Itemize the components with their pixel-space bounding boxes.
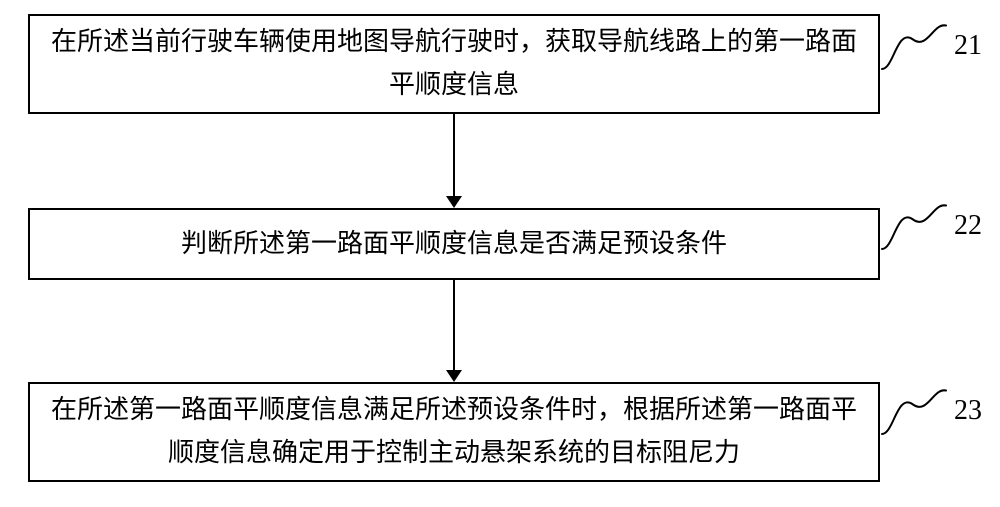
flow-step-text: 在所述当前行驶车辆使用地图导航行驶时，获取导航线路上的第一路面平顺度信息 (50, 21, 858, 107)
flow-step-n23: 在所述第一路面平顺度信息满足所述预设条件时，根据所述第一路面平顺度信息确定用于控… (28, 382, 880, 482)
flow-step-n22: 判断所述第一路面平顺度信息是否满足预设条件 (28, 208, 880, 280)
flow-step-n21: 在所述当前行驶车辆使用地图导航行驶时，获取导航线路上的第一路面平顺度信息 (28, 14, 880, 114)
flowchart-canvas: 在所述当前行驶车辆使用地图导航行驶时，获取导航线路上的第一路面平顺度信息 21 判断… (0, 0, 1000, 507)
callout-brace (880, 20, 948, 75)
flow-arrow (444, 114, 464, 208)
callout-brace (880, 385, 948, 440)
callout-brace (880, 200, 948, 255)
flow-step-label: 22 (954, 210, 982, 242)
flow-arrow (444, 280, 464, 382)
flow-step-text: 在所述第一路面平顺度信息满足所述预设条件时，根据所述第一路面平顺度信息确定用于控… (50, 389, 858, 475)
flow-step-text: 判断所述第一路面平顺度信息是否满足预设条件 (181, 223, 727, 266)
flow-step-label: 21 (954, 30, 982, 62)
flow-step-label: 23 (954, 395, 982, 427)
